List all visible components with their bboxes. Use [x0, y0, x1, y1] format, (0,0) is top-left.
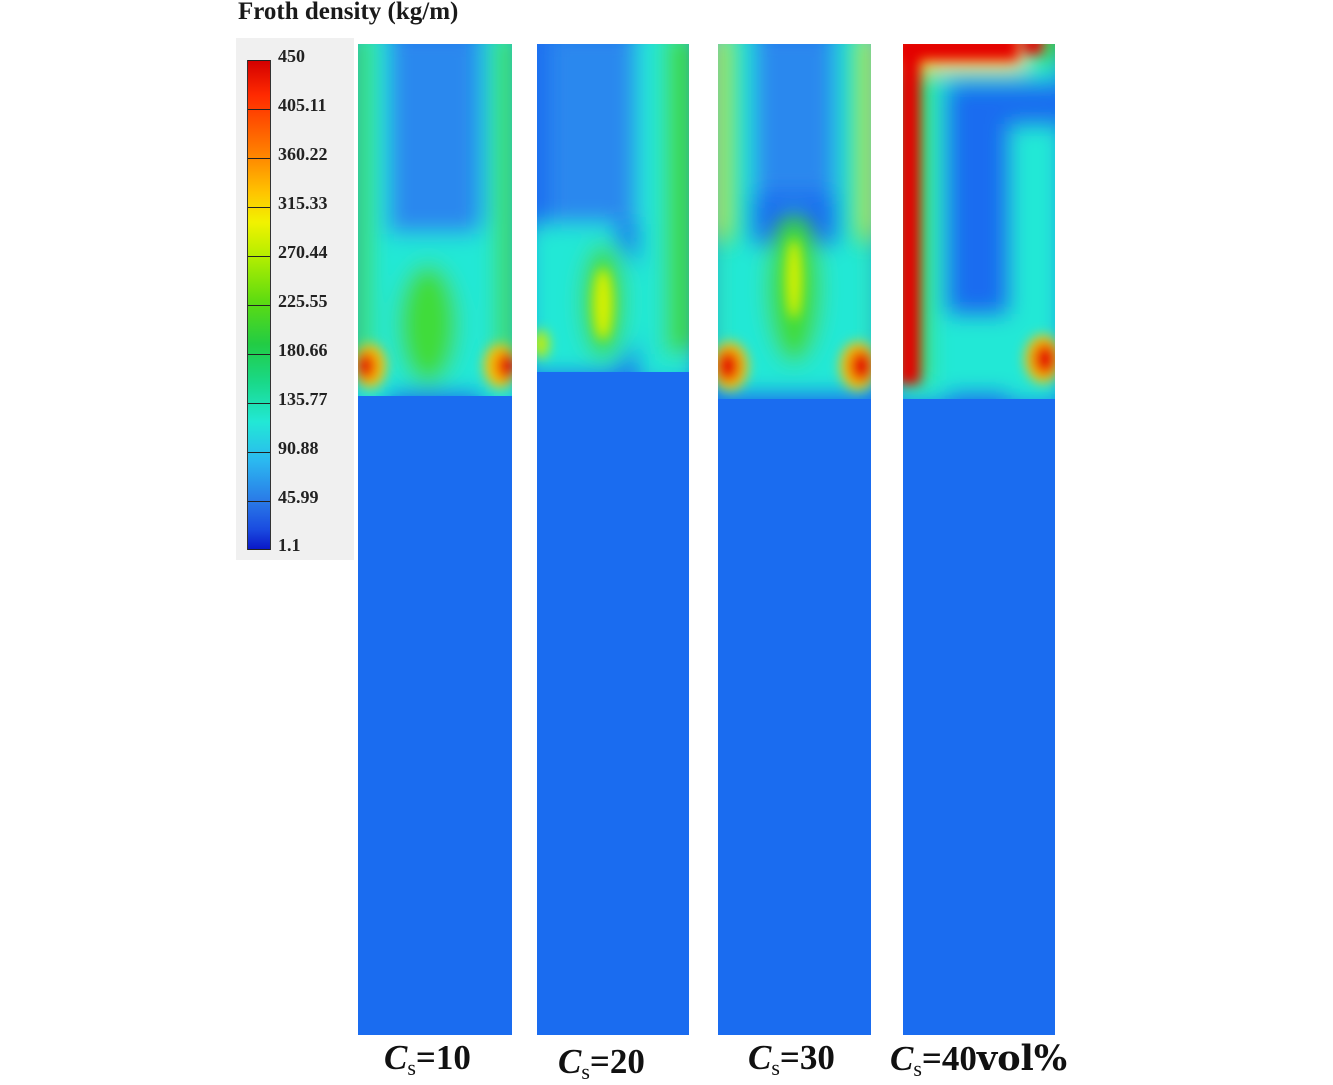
colorbar-tick: [248, 158, 270, 159]
colorbar-tick-label: 135.77: [278, 389, 328, 409]
colorbar-tick: [248, 452, 270, 453]
caption-value: =20: [589, 1042, 645, 1081]
colorbar-tick: [248, 207, 270, 208]
colorbar-tick: [248, 60, 270, 61]
colorbar-tick-label: 45.99: [278, 487, 319, 507]
colorbar-tick: [248, 256, 270, 257]
caption-value: =10: [415, 1038, 471, 1077]
colorbar-tick-label: 450: [278, 46, 305, 66]
caption-symbol: C: [890, 1039, 914, 1078]
colorbar-tick: [248, 305, 270, 306]
panel-caption-cs20: Cs=20: [558, 1042, 645, 1085]
contour-plot: [903, 44, 1055, 1035]
colorbar-tick-label: 270.44: [278, 242, 328, 262]
colorbar-tick-label: 405.11: [278, 95, 327, 115]
caption-subscript: s: [407, 1055, 416, 1080]
caption-symbol: C: [748, 1038, 772, 1077]
contour-plot: [537, 44, 689, 1035]
caption-subscript: s: [913, 1056, 922, 1081]
colorbar-tick-label: 1.1: [278, 535, 301, 555]
caption-subscript: s: [581, 1059, 590, 1084]
caption-value: =40: [921, 1039, 977, 1078]
colorbar-tick-label: 90.88: [278, 438, 319, 458]
panel-caption-cs10: Cs=10: [384, 1038, 471, 1081]
colorbar-tick-label: 360.22: [278, 144, 328, 164]
caption-unit: vol%: [976, 1038, 1068, 1079]
colorbar-tick: [248, 403, 270, 404]
contour-panel-cs10: [358, 44, 512, 1035]
colorbar-tick-label: 225.55: [278, 291, 328, 311]
contour-panel-cs20: [537, 44, 689, 1035]
panel-caption-cs30: Cs=30: [748, 1038, 835, 1081]
colorbar-tick: [248, 501, 270, 502]
caption-value: =30: [779, 1038, 835, 1077]
colorbar-tick: [248, 549, 270, 550]
contour-panel-cs30: [718, 44, 871, 1035]
caption-symbol: C: [384, 1038, 408, 1077]
contour-plot: [718, 44, 871, 1035]
caption-subscript: s: [771, 1055, 780, 1080]
caption-symbol: C: [558, 1042, 582, 1081]
contour-panel-cs40: [903, 44, 1055, 1035]
colorbar-tick-label: 180.66: [278, 340, 328, 360]
legend-title: Froth density (kg/m): [238, 0, 459, 25]
panel-caption-cs40: Cs=40vol%: [890, 1038, 1067, 1082]
colorbar-tick: [248, 354, 270, 355]
contour-plot: [358, 44, 512, 1035]
colorbar-tick-label: 315.33: [278, 193, 328, 213]
colorbar-tick: [248, 109, 270, 110]
